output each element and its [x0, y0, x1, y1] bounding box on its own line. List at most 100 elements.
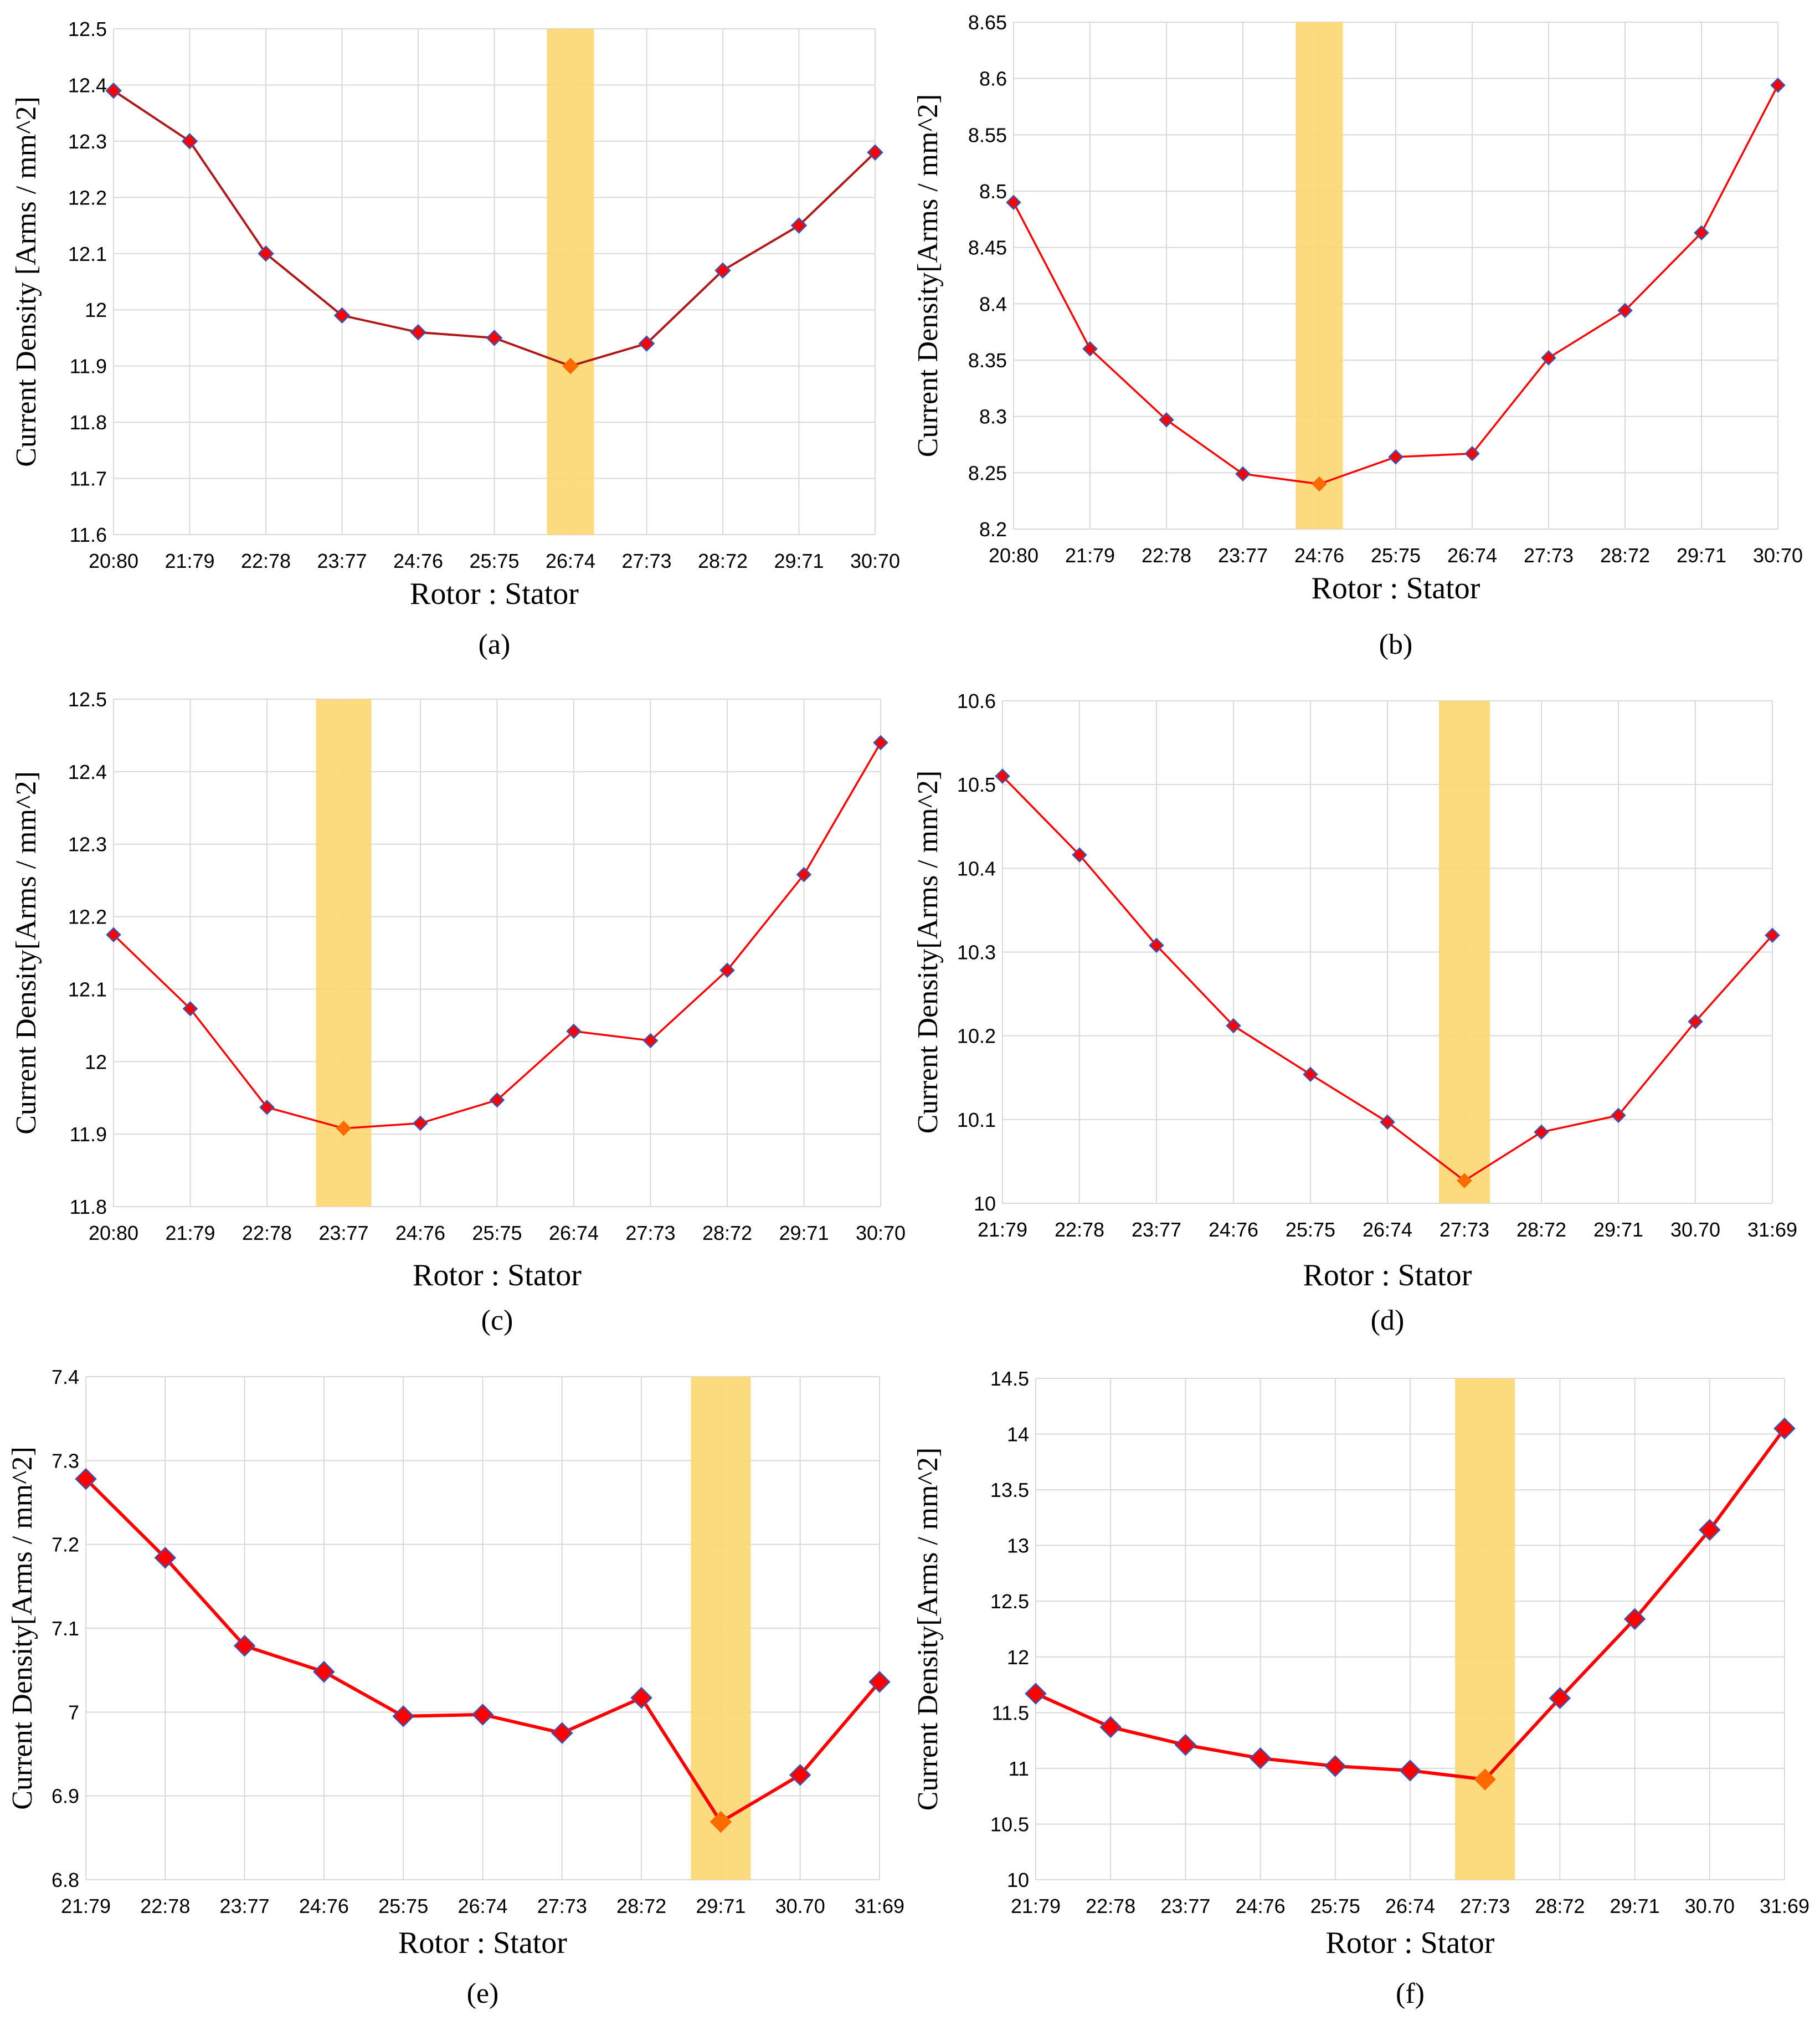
data-point — [154, 1547, 177, 1569]
optimal-ratio-highlight — [1439, 701, 1490, 1203]
y-tick-label: 11.6 — [70, 524, 107, 546]
y-tick-label: 12.5 — [68, 18, 107, 40]
x-tick-label: 26:74 — [549, 1222, 599, 1244]
data-point — [1699, 1519, 1721, 1541]
x-tick-label: 22:78 — [1142, 544, 1191, 567]
data-point — [105, 82, 122, 99]
x-tick-label: 21:79 — [61, 1895, 111, 1917]
data-point-optimal — [336, 1120, 352, 1136]
data-point — [1770, 78, 1786, 93]
y-tick-label: 8.2 — [979, 518, 1007, 541]
y-tick-label: 8.3 — [979, 406, 1007, 428]
data-point — [1534, 1124, 1549, 1140]
data-point — [642, 1033, 659, 1049]
x-tick-label: 22:78 — [242, 1222, 292, 1244]
data-point — [1623, 1608, 1646, 1630]
y-tick-label: 8.65 — [968, 11, 1007, 34]
x-tick-label: 22:78 — [1086, 1895, 1135, 1917]
data-point — [1694, 225, 1709, 241]
x-tick-label: 20:80 — [989, 544, 1038, 567]
x-tick-label: 30:70 — [1753, 544, 1803, 567]
x-tick-label: 21:79 — [978, 1218, 1027, 1241]
data-point — [1025, 1683, 1047, 1705]
y-tick-label: 8.6 — [979, 68, 1007, 90]
data-point — [1765, 927, 1780, 943]
data-point — [1226, 1018, 1241, 1034]
x-tick-label: 21:79 — [1065, 544, 1115, 567]
data-point — [1464, 445, 1480, 461]
x-tick-label: 29:71 — [779, 1222, 829, 1244]
x-tick-label: 26:74 — [1385, 1895, 1435, 1917]
y-tick-label: 8.25 — [968, 461, 1007, 484]
x-tick-label: 27:73 — [1524, 544, 1574, 567]
data-point — [333, 307, 351, 324]
y-tick-label: 12.5 — [68, 688, 107, 711]
y-tick-label: 10.6 — [957, 690, 996, 712]
y-tick-label: 10 — [1007, 1869, 1029, 1891]
chart-panel-a: 11.6 11.7 11.8 11.9 12 12.1 12.2 12.3 12.4 12.5 20… — [11, 18, 900, 660]
y-tick-label: 10.5 — [957, 773, 996, 796]
x-axis-title: Rotor : Stator — [413, 1258, 582, 1292]
data-point — [181, 133, 198, 150]
x-tick-label: 30:70 — [850, 550, 900, 572]
y-axis-title: Current Density[Arms / mm^2] — [912, 94, 944, 458]
y-tick-label: 7.4 — [52, 1366, 79, 1388]
data-point — [1174, 1733, 1197, 1756]
y-tick-label: 11.5 — [992, 1701, 1029, 1724]
y-tick-label: 7.3 — [52, 1449, 79, 1472]
data-point — [1235, 466, 1251, 482]
x-tick-label: 28:72 — [702, 1222, 752, 1244]
x-axis-title: Rotor : Stator — [1326, 1926, 1495, 1960]
data-point — [638, 335, 655, 352]
x-tick-label: 22:78 — [241, 550, 291, 572]
x-tick-label: 30:70 — [856, 1222, 906, 1244]
data-point — [1688, 1014, 1703, 1029]
y-tick-label: 13 — [1007, 1535, 1029, 1557]
y-tick-label: 12 — [1007, 1646, 1029, 1669]
y-tick-label: 12.5 — [990, 1590, 1029, 1613]
x-tick-label: 31:69 — [1760, 1895, 1809, 1917]
x-tick-label: 22:78 — [1055, 1218, 1104, 1241]
y-tick-label: 8.45 — [968, 237, 1007, 259]
chart-panel-d: 10 10.1 10.2 10.3 10.4 10.5 10.6 21:79 22:78 23:7… — [912, 690, 1797, 1336]
x-tick-label: 27:73 — [625, 1222, 675, 1244]
x-tick-label: 29:71 — [1677, 544, 1726, 567]
y-tick-label: 11.9 — [70, 355, 107, 378]
data-point — [1099, 1716, 1122, 1738]
x-tick-label: 24:76 — [395, 1222, 445, 1244]
optimal-ratio-highlight — [691, 1377, 751, 1880]
x-tick-label: 30.70 — [775, 1895, 825, 1917]
data-point — [1549, 1687, 1571, 1709]
y-tick-label: 12.2 — [68, 186, 107, 209]
chart-panel-f: 10 10.5 11 11.5 12 12.5 13 13.5 14 14.5 21:79 22:78… — [912, 1367, 1809, 2009]
x-tick-label: 25:75 — [378, 1895, 428, 1917]
y-tick-label: 12.3 — [68, 130, 107, 153]
data-point — [630, 1686, 652, 1709]
panel-caption: (d) — [1371, 1305, 1405, 1336]
data-point — [867, 144, 883, 161]
y-tick-label: 12.1 — [68, 978, 107, 1001]
y-tick-label: 10.2 — [957, 1025, 996, 1048]
data-point — [796, 866, 812, 883]
y-tick-label: 11.7 — [70, 468, 107, 490]
y-tick-label: 12.3 — [68, 833, 107, 856]
x-tick-label: 23:77 — [220, 1895, 270, 1917]
x-axis-title: Rotor : Stator — [1303, 1258, 1472, 1292]
x-tick-label: 29:71 — [1593, 1218, 1643, 1241]
y-tick-label: 8.55 — [968, 124, 1007, 146]
y-tick-label: 14 — [1007, 1423, 1029, 1446]
data-point — [719, 962, 735, 978]
data-point — [868, 1671, 891, 1693]
data-point — [182, 1001, 198, 1017]
data-point — [1388, 449, 1403, 465]
data-point — [789, 1764, 811, 1786]
x-tick-label: 29:71 — [696, 1895, 746, 1917]
x-tick-label: 30.70 — [1685, 1895, 1735, 1917]
panel-caption: (b) — [1379, 629, 1413, 660]
y-tick-label: 11.8 — [70, 1196, 107, 1218]
data-point — [486, 330, 503, 346]
x-axis-title: Rotor : Stator — [410, 577, 579, 611]
data-point — [1303, 1066, 1318, 1082]
data-point — [714, 262, 731, 279]
x-tick-label: 25:75 — [1286, 1218, 1335, 1241]
